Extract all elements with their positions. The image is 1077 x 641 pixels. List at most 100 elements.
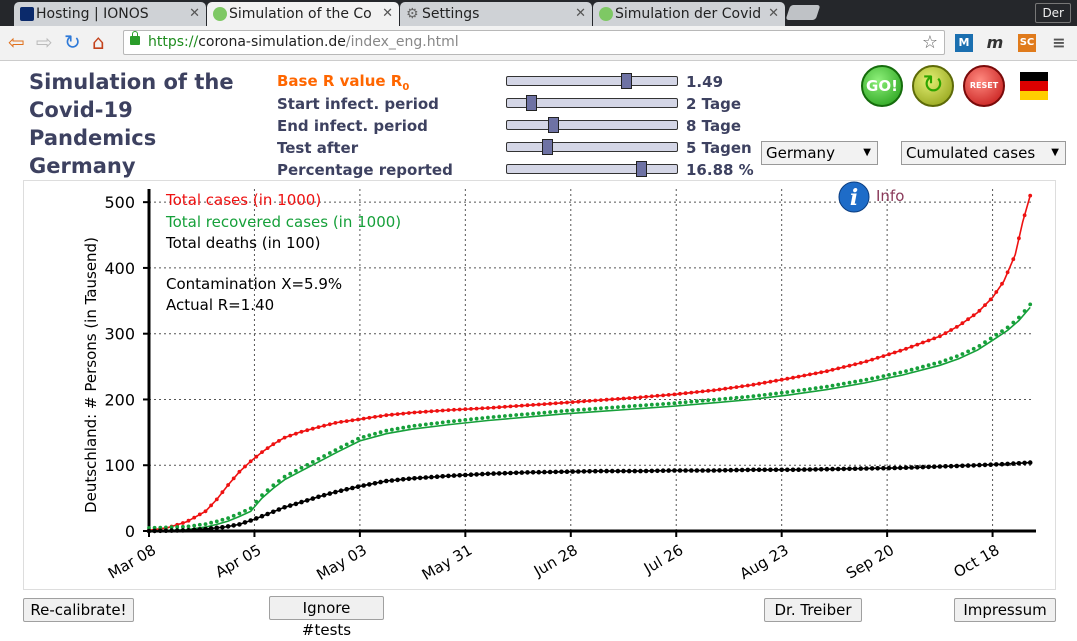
tab-settings[interactable]: ⚙ Settings ✕ xyxy=(400,2,592,26)
data-point xyxy=(757,381,761,386)
value-end-infect: 8 Tage xyxy=(686,117,741,135)
bookmark-star-icon[interactable]: ☆ xyxy=(921,32,938,53)
data-point xyxy=(186,527,191,533)
close-icon[interactable]: ✕ xyxy=(189,6,200,21)
slider-thumb[interactable] xyxy=(621,73,633,89)
data-point xyxy=(548,401,552,406)
data-point xyxy=(486,415,490,420)
data-point xyxy=(418,423,422,427)
tab-simulation-german[interactable]: Simulation der Covid ✕ xyxy=(593,2,785,26)
data-point xyxy=(700,389,705,394)
data-point xyxy=(446,419,451,424)
profile-button[interactable]: Der xyxy=(1035,3,1071,23)
back-arrow-icon[interactable]: ⇦ xyxy=(8,30,25,54)
data-point xyxy=(1027,460,1033,465)
close-icon[interactable]: ✕ xyxy=(382,6,393,21)
data-point xyxy=(638,468,643,474)
home-icon[interactable]: ⌂ xyxy=(92,30,105,54)
refresh-button[interactable]: ↻ xyxy=(912,65,954,107)
data-point xyxy=(960,352,965,356)
param-label-end-infect: End infect. period xyxy=(277,117,428,135)
data-point xyxy=(389,478,395,483)
country-select[interactable]: Germany ▼ xyxy=(761,141,878,165)
tab-hosting-ionos[interactable]: Hosting | IONOS ✕ xyxy=(14,2,206,26)
data-point xyxy=(813,467,818,472)
recalibrate-button[interactable]: Re-calibrate! xyxy=(23,598,134,622)
reset-button[interactable]: RESET xyxy=(963,65,1005,107)
data-point xyxy=(661,393,665,398)
data-point xyxy=(598,468,604,474)
series-1 xyxy=(147,302,1033,532)
slider-thumb[interactable] xyxy=(548,117,560,133)
go-button[interactable]: GO! xyxy=(861,65,903,107)
data-point xyxy=(559,409,564,413)
data-point xyxy=(277,439,281,443)
slider-start-infect[interactable] xyxy=(506,95,678,111)
data-point xyxy=(660,468,666,474)
data-point xyxy=(994,332,999,337)
forward-arrow-icon[interactable]: ⇨ xyxy=(36,30,53,54)
slider-percentage-reported[interactable] xyxy=(506,161,678,177)
dr-treiber-button[interactable]: Dr. Treiber xyxy=(764,598,862,622)
data-point xyxy=(203,509,208,514)
tab-simulation-active[interactable]: Simulation of the Co ✕ xyxy=(207,2,399,26)
data-point xyxy=(361,483,367,488)
data-point xyxy=(152,525,157,530)
german-flag-icon[interactable] xyxy=(1020,72,1048,100)
menu-icon[interactable]: ≡ xyxy=(1052,33,1066,52)
x-tick-label: Mar 08 xyxy=(105,541,159,583)
slider-end-infect[interactable] xyxy=(506,117,678,133)
address-bar[interactable]: https://corona-simulation.de/index_eng.h… xyxy=(123,30,945,55)
data-point xyxy=(525,412,530,416)
slider-thumb[interactable] xyxy=(526,95,538,111)
slider-thumb[interactable] xyxy=(635,161,647,177)
close-icon[interactable]: ✕ xyxy=(575,6,586,21)
data-point xyxy=(728,396,733,401)
data-point xyxy=(181,521,185,525)
data-point xyxy=(1017,315,1021,320)
data-point xyxy=(1000,329,1004,333)
mode-select[interactable]: Cumulated cases ▼ xyxy=(901,141,1066,165)
data-point xyxy=(344,419,349,423)
chevron-down-icon: ▼ xyxy=(1051,147,1059,158)
impressum-button[interactable]: Impressum xyxy=(954,598,1056,622)
data-point xyxy=(553,469,558,475)
data-point xyxy=(186,518,191,523)
data-point xyxy=(740,384,744,389)
extension-m-icon[interactable]: M xyxy=(955,34,973,52)
reload-icon[interactable]: ↻ xyxy=(64,30,81,54)
extension-italic-m-icon[interactable]: m xyxy=(986,33,1004,52)
extension-sc-icon[interactable]: SC xyxy=(1018,34,1036,52)
legend-entry: Total recovered cases (in 1000) xyxy=(165,213,401,231)
data-point xyxy=(723,396,728,401)
slider-base-r[interactable] xyxy=(506,73,678,89)
x-tick-label: May 31 xyxy=(419,541,476,584)
data-point xyxy=(214,525,220,531)
url-scheme: https:// xyxy=(148,34,199,50)
data-point xyxy=(921,364,925,369)
data-point xyxy=(830,466,835,472)
data-point xyxy=(457,418,462,423)
data-point xyxy=(333,421,338,425)
data-point xyxy=(904,369,908,373)
close-icon[interactable]: ✕ xyxy=(768,6,779,21)
slider-test-after[interactable] xyxy=(506,139,678,155)
ionos-favicon-icon xyxy=(20,7,34,21)
slider-thumb[interactable] xyxy=(541,139,553,155)
data-point xyxy=(237,511,242,516)
data-point xyxy=(943,358,948,363)
data-point xyxy=(875,375,880,380)
data-point xyxy=(243,464,247,469)
ignore-tests-button[interactable]: Ignore #tests xyxy=(269,596,384,639)
new-tab-button[interactable] xyxy=(785,5,821,20)
data-point xyxy=(333,489,338,495)
data-point xyxy=(1011,461,1016,466)
data-point xyxy=(271,509,276,515)
data-point xyxy=(632,468,638,474)
info-label: Info xyxy=(876,187,904,205)
data-point xyxy=(452,407,456,412)
data-point xyxy=(722,468,728,473)
data-point xyxy=(463,472,468,478)
data-point xyxy=(254,499,259,504)
data-point xyxy=(197,527,203,532)
